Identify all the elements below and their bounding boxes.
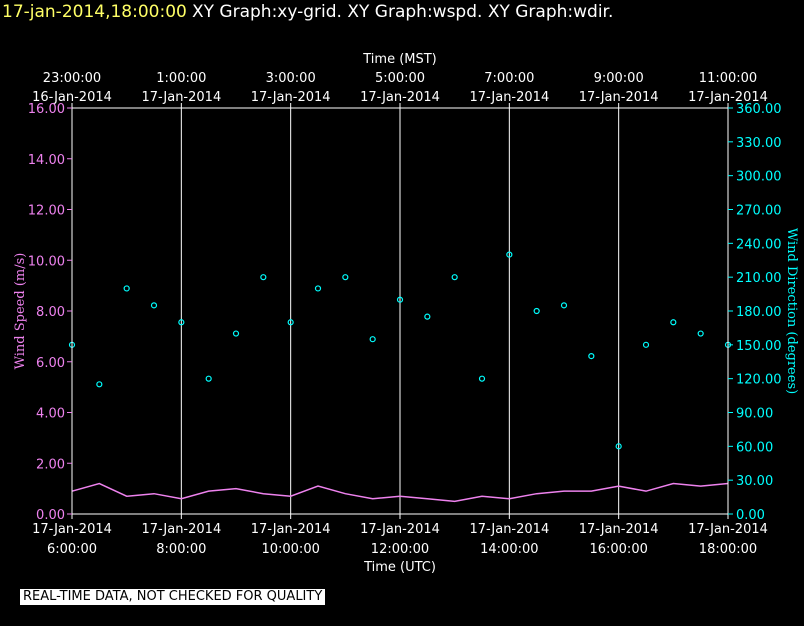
left-tick-label: 6.00 (36, 356, 65, 371)
wind-direction-point (506, 251, 513, 258)
left-tick-label: 0.00 (36, 508, 65, 523)
right-tick-label: 330.00 (736, 136, 782, 151)
bottom-tick-date: 17-Jan-2014 (141, 522, 221, 537)
wind-direction-point (642, 341, 650, 348)
bottom-tick-date: 17-Jan-2014 (360, 522, 440, 537)
wind-direction-point (232, 330, 240, 337)
wind-direction-point (205, 375, 212, 382)
wind-direction-point (451, 274, 458, 281)
wind-direction-point (697, 330, 704, 337)
wind-direction-point (342, 274, 349, 281)
bottom-axis-title: Time (UTC) (363, 560, 436, 575)
wind-direction-point (396, 296, 404, 303)
wind-direction-point (670, 319, 677, 326)
wind-direction-point (533, 307, 540, 315)
right-tick-label: 90.00 (736, 407, 773, 422)
top-tick-date: 17-Jan-2014 (579, 90, 659, 105)
bottom-tick-time: 12:00:00 (371, 542, 429, 557)
wind-direction-point (615, 443, 622, 450)
top-tick-date: 17-Jan-2014 (469, 90, 549, 105)
right-tick-label: 240.00 (736, 237, 782, 252)
wind-direction-point (478, 375, 486, 382)
wind-direction-point (96, 381, 103, 388)
left-tick-label: 2.00 (36, 457, 65, 472)
right-axis-title: Wind Direction (degrees) (784, 228, 799, 394)
wind-direction-point (560, 302, 568, 309)
top-tick-time: 7:00:00 (484, 71, 534, 86)
left-tick-label: 4.00 (36, 407, 65, 422)
right-tick-label: 150.00 (736, 339, 782, 354)
left-tick-label: 10.00 (28, 254, 65, 269)
bottom-tick-time: 18:00:00 (699, 542, 757, 557)
header-timestamp: 17-jan-2014,18:00:00 (2, 2, 187, 22)
bottom-tick-time: 14:00:00 (480, 542, 538, 557)
right-tick-label: 30.00 (736, 474, 773, 489)
bottom-tick-date: 17-Jan-2014 (32, 522, 112, 537)
bottom-tick-date: 17-Jan-2014 (688, 522, 768, 537)
right-tick-label: 60.00 (736, 440, 773, 455)
wind-speed-series (71, 482, 729, 503)
top-tick-date: 17-Jan-2014 (688, 90, 768, 105)
quality-disclaimer: REAL-TIME DATA, NOT CHECKED FOR QUALITY (20, 589, 326, 605)
left-tick-label: 8.00 (36, 305, 65, 320)
bottom-tick-date: 17-Jan-2014 (251, 522, 331, 537)
top-tick-time: 1:00:00 (156, 71, 206, 86)
right-tick-label: 300.00 (736, 170, 782, 185)
wind-direction-point (314, 285, 322, 292)
wind-direction-point (588, 353, 595, 360)
header-graph-list: XY Graph:xy-grid. XY Graph:wspd. XY Grap… (192, 2, 614, 22)
wind-direction-point (287, 319, 294, 326)
top-tick-time: 9:00:00 (594, 71, 644, 86)
right-tick-label: 180.00 (736, 305, 782, 320)
axis-ticks: 23:00:00 16-Jan-2014 17-Jan-2014 6:00:00 1:0… (28, 71, 782, 557)
wind-direction-point (369, 336, 376, 343)
bottom-tick-date: 17-Jan-2014 (469, 522, 549, 537)
bottom-tick-date: 17-Jan-2014 (579, 522, 659, 537)
left-tick-label: 12.00 (28, 204, 65, 219)
top-tick-date: 17-Jan-2014 (251, 90, 331, 105)
wind-direction-point (178, 319, 185, 326)
bottom-tick-time: 6:00:00 (47, 542, 97, 557)
top-tick-date: 16-Jan-2014 (32, 90, 112, 105)
bottom-tick-time: 8:00:00 (156, 542, 206, 557)
top-tick-time: 11:00:00 (699, 71, 757, 86)
top-tick-date: 17-Jan-2014 (141, 90, 221, 105)
wind-direction-point (150, 302, 158, 309)
right-tick-label: 210.00 (736, 271, 782, 286)
top-tick-time: 23:00:00 (43, 71, 101, 86)
top-axis-title: Time (MST) (362, 52, 437, 67)
wind-direction-series (68, 251, 732, 450)
right-tick-label: 120.00 (736, 373, 782, 388)
bottom-tick-time: 16:00:00 (589, 542, 647, 557)
bottom-tick-time: 10:00:00 (261, 542, 319, 557)
left-tick-label: 16.00 (28, 102, 65, 117)
top-tick-time: 3:00:00 (266, 71, 316, 86)
right-tick-label: 0.00 (736, 508, 765, 523)
right-tick-label: 270.00 (736, 204, 782, 219)
top-tick-time: 5:00:00 (375, 71, 425, 86)
left-axis-title: Wind Speed (m/s) (13, 253, 28, 370)
wind-direction-point (260, 274, 267, 281)
wind-direction-point (123, 285, 130, 292)
left-tick-label: 14.00 (28, 153, 65, 168)
grid-lines (180, 108, 620, 514)
top-tick-date: 17-Jan-2014 (360, 90, 440, 105)
wind-speed-line (71, 482, 729, 503)
right-tick-label: 360.00 (736, 102, 782, 117)
wind-direction-point (424, 313, 431, 320)
